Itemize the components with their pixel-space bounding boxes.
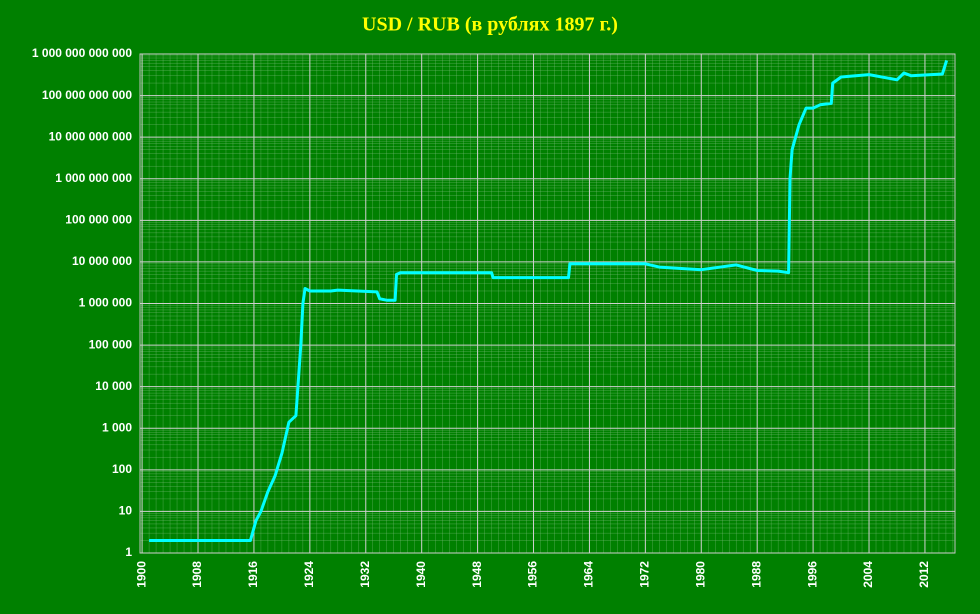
y-tick-label: 100 000 000 000	[42, 88, 132, 102]
x-tick-label: 1908	[190, 561, 204, 588]
x-tick-label: 1932	[358, 561, 372, 588]
x-tick-label: 2012	[917, 561, 931, 588]
y-tick-label: 1 000	[102, 420, 132, 434]
y-tick-label: 100 000 000	[65, 213, 132, 227]
y-tick-label: 1 000 000 000 000	[32, 46, 132, 60]
x-tick-label: 1988	[749, 561, 763, 588]
y-tick-label: 1	[125, 545, 132, 559]
y-tick-label: 10	[119, 504, 133, 518]
x-tick-label: 1996	[805, 561, 819, 588]
x-tick-label: 2004	[861, 561, 875, 588]
x-tick-label: 1980	[693, 561, 707, 588]
x-tick-label: 1972	[638, 561, 652, 588]
x-tick-label: 1940	[414, 561, 428, 588]
x-tick-label: 1916	[246, 561, 260, 588]
x-tick-label: 1900	[134, 561, 148, 588]
line	[149, 59, 949, 542]
y-tick-label: 1 000 000 000	[55, 171, 132, 185]
y-tick-label: 100 000	[89, 337, 133, 351]
x-tick-label: 1924	[302, 561, 316, 588]
x-tick-label: 1948	[470, 561, 484, 588]
x-tick-label: 1956	[526, 561, 540, 588]
chart-title: USD / RUB (в рублях 1897 г.)	[362, 14, 618, 36]
y-tick-label: 10 000	[95, 379, 132, 393]
y-tick-label: 10 000 000 000	[49, 129, 133, 143]
y-tick-label: 100	[112, 462, 132, 476]
y-tick-label: 1 000 000	[79, 296, 133, 310]
x-tick-label: 1964	[582, 561, 596, 588]
y-tick-label: 10 000 000	[72, 254, 132, 268]
